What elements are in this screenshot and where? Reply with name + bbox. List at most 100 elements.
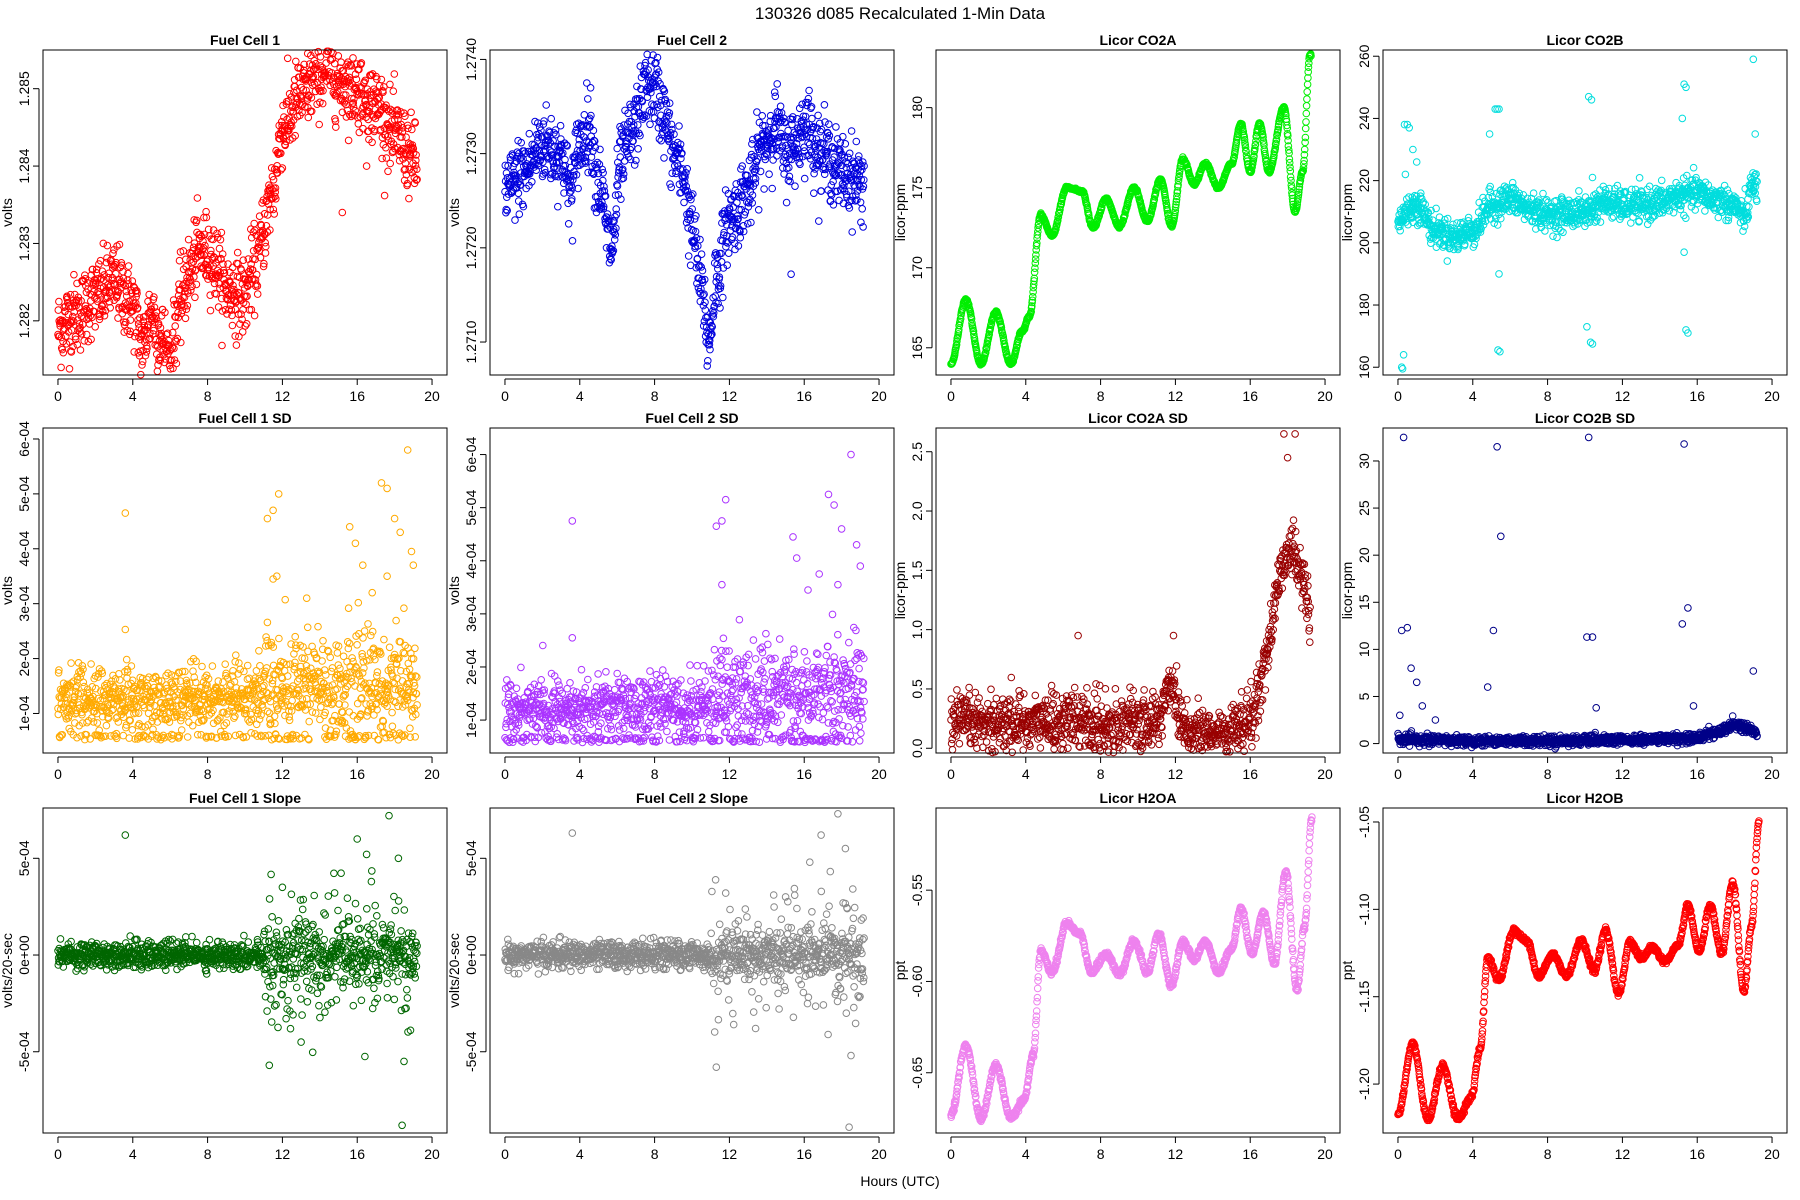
data-point bbox=[229, 281, 237, 290]
data-point bbox=[582, 122, 591, 131]
data-point bbox=[128, 277, 137, 285]
data-point bbox=[256, 253, 265, 262]
data-point bbox=[412, 151, 420, 159]
data-point bbox=[608, 247, 617, 256]
data-point bbox=[805, 86, 813, 95]
x-tick-label: 8 bbox=[651, 388, 659, 404]
data-point bbox=[560, 139, 569, 147]
data-point bbox=[401, 112, 409, 120]
data-point bbox=[361, 76, 370, 85]
data-point bbox=[393, 107, 401, 115]
data-point bbox=[100, 311, 109, 320]
data-point bbox=[542, 101, 551, 109]
data-point bbox=[189, 243, 198, 252]
x-tick-label: 16 bbox=[796, 388, 812, 404]
data-point bbox=[224, 260, 232, 268]
data-point bbox=[412, 176, 421, 184]
data-point bbox=[228, 263, 237, 272]
y-tick-label: 260 bbox=[1356, 44, 1372, 68]
data-point bbox=[845, 149, 854, 158]
y-axis-label: volts bbox=[446, 198, 462, 227]
data-point bbox=[855, 152, 863, 160]
data-point bbox=[156, 353, 164, 362]
data-point bbox=[179, 247, 188, 255]
data-point bbox=[347, 62, 356, 70]
data-point bbox=[287, 118, 295, 126]
scatter-points bbox=[54, 446, 421, 744]
data-point bbox=[283, 54, 292, 63]
data-point bbox=[619, 165, 627, 174]
data-point bbox=[568, 195, 576, 203]
data-point bbox=[604, 225, 612, 233]
data-point bbox=[1689, 163, 1698, 172]
data-point bbox=[177, 338, 185, 347]
data-point bbox=[67, 348, 76, 356]
data-point bbox=[832, 123, 840, 131]
data-point bbox=[383, 121, 392, 129]
data-point bbox=[132, 287, 141, 295]
data-point bbox=[243, 292, 251, 301]
data-point bbox=[589, 126, 598, 135]
data-point bbox=[307, 107, 316, 116]
data-point bbox=[541, 145, 549, 154]
data-point bbox=[345, 110, 354, 119]
data-point bbox=[629, 137, 637, 145]
data-point bbox=[276, 135, 284, 143]
data-point bbox=[152, 308, 161, 317]
data-point bbox=[184, 235, 193, 244]
data-point bbox=[724, 249, 733, 257]
data-point bbox=[55, 297, 63, 306]
data-point bbox=[344, 78, 353, 86]
data-point bbox=[1302, 118, 1310, 126]
data-point bbox=[77, 297, 85, 305]
panel-title: Fuel Cell 2 bbox=[657, 32, 727, 48]
data-point bbox=[1549, 232, 1557, 240]
data-point bbox=[599, 169, 607, 177]
data-point bbox=[154, 361, 162, 369]
data-point bbox=[619, 170, 628, 178]
data-point bbox=[617, 195, 625, 203]
data-point bbox=[609, 216, 617, 225]
data-point bbox=[1301, 133, 1310, 142]
data-point bbox=[96, 275, 104, 284]
data-point bbox=[231, 305, 240, 314]
panel-title: Licor CO2A bbox=[1099, 32, 1176, 48]
data-point bbox=[616, 153, 625, 161]
data-point bbox=[640, 111, 649, 119]
data-point bbox=[174, 308, 182, 317]
data-point bbox=[355, 65, 363, 74]
data-point bbox=[233, 248, 242, 257]
data-point bbox=[239, 256, 248, 265]
data-point bbox=[848, 228, 857, 236]
data-point bbox=[650, 114, 659, 122]
data-point bbox=[332, 89, 341, 98]
data-point bbox=[314, 47, 323, 56]
data-point bbox=[556, 121, 565, 130]
panel-grid: Fuel Cell 10 4 8 12 16 201.2821.2831.2841.285… bbox=[0, 32, 1788, 1162]
data-point bbox=[288, 134, 297, 142]
x-axis: 0 4 8 12 16 20 bbox=[947, 378, 1333, 404]
data-point bbox=[310, 65, 318, 74]
x-tick-label: 12 bbox=[275, 388, 291, 404]
data-point bbox=[231, 332, 239, 340]
data-point bbox=[680, 198, 688, 207]
data-point bbox=[411, 119, 420, 127]
data-point bbox=[407, 108, 415, 117]
data-point bbox=[1303, 88, 1311, 96]
data-point bbox=[251, 255, 259, 264]
data-point bbox=[1749, 55, 1758, 64]
data-point bbox=[613, 182, 622, 190]
data-point bbox=[170, 344, 178, 353]
data-point bbox=[584, 168, 592, 177]
data-point bbox=[352, 75, 361, 84]
data-point bbox=[357, 59, 366, 67]
data-point bbox=[562, 141, 571, 149]
data-point bbox=[634, 121, 642, 129]
panel-title: Fuel Cell 1 bbox=[210, 32, 280, 48]
data-point bbox=[528, 178, 536, 186]
data-point bbox=[106, 304, 114, 312]
data-point bbox=[122, 287, 131, 296]
data-point bbox=[81, 302, 90, 310]
data-point bbox=[719, 293, 727, 302]
data-point bbox=[176, 285, 184, 294]
